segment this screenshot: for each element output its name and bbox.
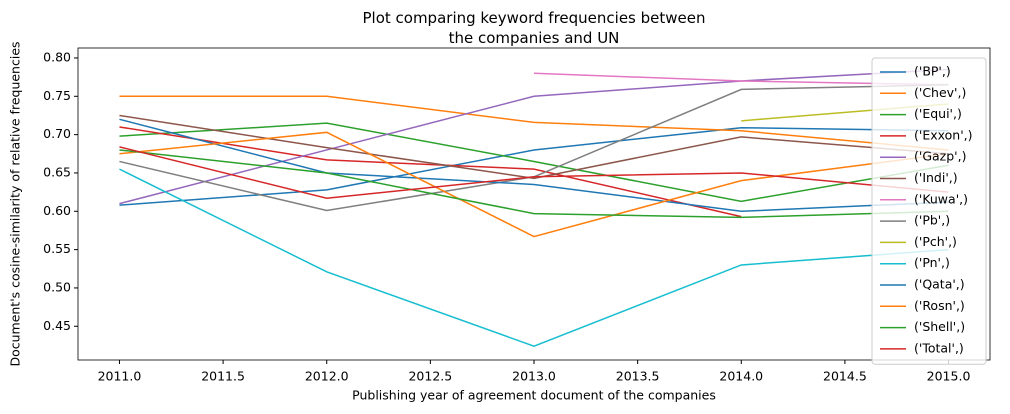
series-line <box>119 168 949 348</box>
y-tick-label: 0.45 <box>43 318 71 333</box>
series-line <box>119 84 949 212</box>
series-line <box>119 95 949 151</box>
x-tick-label: 2011.5 <box>201 369 245 384</box>
legend-label: ('Exxon',) <box>914 127 972 142</box>
legend-label: ('Qata',) <box>914 277 965 292</box>
y-tick-label: 0.50 <box>43 279 71 294</box>
chart-title: Plot comparing keyword frequencies betwe… <box>362 9 706 47</box>
legend-label: ('Indi',) <box>914 170 958 185</box>
x-axis-label: Publishing year of agreement document of… <box>352 388 716 403</box>
legend-label: ('Chev',) <box>914 85 966 100</box>
legend-label: ('Rosn',) <box>914 298 965 313</box>
series-line <box>119 122 949 203</box>
x-tick-label: 2013.5 <box>616 369 660 384</box>
series-line <box>119 68 949 205</box>
legend-label: ('Pn',) <box>914 255 950 270</box>
y-tick-label: 0.60 <box>43 203 71 218</box>
x-tick-label: 2012.0 <box>305 369 349 384</box>
legend-label: ('Shell',) <box>914 319 965 334</box>
y-tick-label: 0.80 <box>43 49 71 64</box>
series-line <box>119 126 949 206</box>
y-tick-label: 0.65 <box>43 164 71 179</box>
y-tick-label: 0.55 <box>43 241 71 256</box>
x-tick-label: 2011.0 <box>98 369 142 384</box>
x-tick-label: 2015.0 <box>927 369 971 384</box>
series-line <box>119 118 949 213</box>
legend: ('BP',) ('Chev',) ('Equi',) ('Exxon',) ('Gaz… <box>871 57 987 365</box>
legend-label: ('Equi',) <box>914 106 962 121</box>
legend-label: ('Kuwa',) <box>914 191 968 206</box>
legend-label: ('Gazp',) <box>914 149 966 164</box>
legend-label: ('Total',) <box>914 340 964 355</box>
legend-label: ('Pch',) <box>914 234 957 249</box>
series-line <box>119 126 742 218</box>
legend-label: ('Pb',) <box>914 213 950 228</box>
series-line <box>119 146 949 200</box>
y-tick-label: 0.70 <box>43 126 71 141</box>
x-tick-label: 2012.5 <box>408 369 452 384</box>
plot-frame <box>77 47 991 361</box>
series-line <box>119 114 949 180</box>
y-axis-label: Document's cosine-similarity of relative… <box>8 41 23 366</box>
x-tick-label: 2013.0 <box>512 369 556 384</box>
y-tick-label: 0.75 <box>43 88 71 103</box>
x-tick-label: 2014.0 <box>719 369 763 384</box>
legend-box <box>871 57 987 365</box>
series-line <box>119 149 949 219</box>
x-tick-label: 2014.5 <box>823 369 867 384</box>
legend-label: ('BP',) <box>914 64 951 79</box>
series-line <box>119 131 949 238</box>
